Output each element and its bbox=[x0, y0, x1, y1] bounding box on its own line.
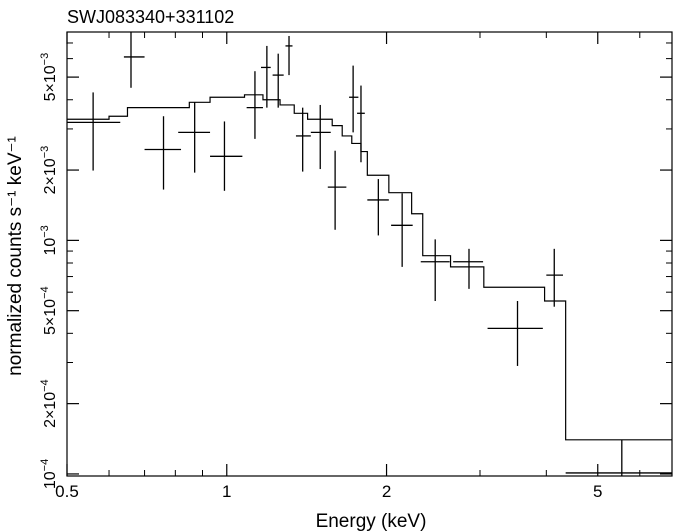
data-point bbox=[123, 32, 145, 88]
y-tick-label: 2×10−3 bbox=[39, 146, 59, 195]
data-point bbox=[260, 45, 271, 108]
data-point bbox=[349, 65, 359, 133]
data-point bbox=[453, 248, 484, 289]
y-tick-mantissa: 5×10 bbox=[42, 65, 59, 101]
data-point bbox=[210, 121, 243, 191]
data-point bbox=[487, 301, 543, 366]
data-point bbox=[357, 85, 365, 163]
y-tick-mantissa: 10 bbox=[42, 238, 59, 256]
data-point bbox=[144, 116, 182, 190]
y-tick-label: 10−4 bbox=[39, 459, 59, 489]
y-tick-mantissa: 2×10 bbox=[42, 392, 59, 428]
y-tick-mantissa: 2×10 bbox=[42, 158, 59, 194]
chart-title: SWJ083340+331102 bbox=[67, 7, 234, 27]
data-point bbox=[391, 193, 413, 267]
y-tick-exponent: −3 bbox=[39, 53, 51, 66]
data-point bbox=[420, 239, 450, 302]
y-tick-mantissa: 10 bbox=[42, 471, 59, 489]
plot-frame bbox=[66, 31, 673, 477]
data-point bbox=[546, 248, 563, 307]
data-point bbox=[178, 102, 211, 173]
data-point bbox=[327, 150, 347, 230]
y-tick-label: 10−3 bbox=[39, 225, 59, 255]
model-step-line bbox=[67, 94, 672, 441]
data-point bbox=[67, 92, 121, 171]
y-tick-exponent: −4 bbox=[39, 379, 51, 392]
data-point bbox=[295, 107, 311, 172]
y-tick-mantissa: 5×10 bbox=[42, 299, 59, 335]
data-point bbox=[285, 35, 293, 76]
data-point bbox=[310, 104, 331, 170]
x-tick-label: 0.5 bbox=[55, 482, 79, 501]
y-tick-label: 5×10−4 bbox=[39, 286, 59, 335]
y-axis-label: normalized counts s⁻¹ keV⁻¹ bbox=[5, 136, 26, 376]
y-tick-exponent: −3 bbox=[39, 146, 51, 159]
x-tick-label: 1 bbox=[222, 482, 231, 501]
y-tick-exponent: −4 bbox=[39, 286, 51, 299]
data-point bbox=[246, 71, 263, 139]
y-tick-exponent: −4 bbox=[39, 459, 51, 472]
x-tick-label: 2 bbox=[382, 482, 391, 501]
x-tick-label: 5 bbox=[593, 482, 602, 501]
y-tick-label: 2×10−4 bbox=[39, 379, 59, 428]
y-tick-label: 5×10−3 bbox=[39, 53, 59, 102]
data-point bbox=[565, 439, 672, 476]
x-axis-label: Energy (keV) bbox=[316, 511, 427, 532]
data-point bbox=[272, 53, 284, 108]
data-point bbox=[367, 179, 389, 236]
y-tick-exponent: −3 bbox=[39, 225, 51, 238]
